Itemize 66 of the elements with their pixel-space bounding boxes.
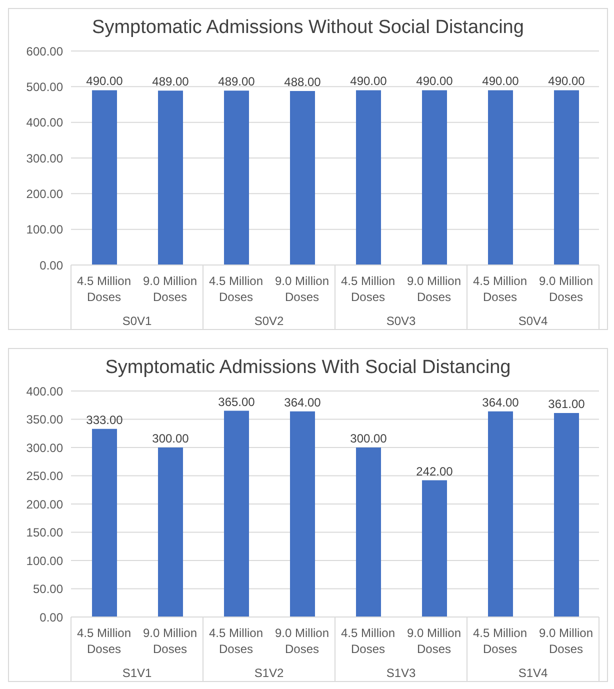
data-label: 489.00: [218, 74, 256, 89]
data-label: 361.00: [548, 397, 586, 412]
y-tick-label: 350.00: [26, 412, 64, 427]
data-label: 364.00: [284, 395, 322, 410]
bar: [554, 413, 579, 617]
y-tick-label: 300.00: [26, 440, 64, 455]
x-tick-label: 9.0 Million Doses: [406, 626, 462, 656]
data-label: 490.00: [548, 74, 586, 88]
data-label: 490.00: [482, 74, 520, 88]
bar: [290, 411, 315, 617]
data-label: 300.00: [350, 432, 388, 446]
y-tick-label: 50.00: [32, 582, 64, 596]
y-tick-label: 200.00: [26, 497, 64, 512]
x-tick-label: 4.5 Million Doses: [472, 626, 528, 656]
text: S0V4: [518, 314, 548, 328]
x-tick-label: 9.0 Million Doses: [406, 274, 462, 304]
text: S1V3: [386, 666, 416, 680]
y-tick-label: 500.00: [26, 80, 64, 94]
y-tick-label: 150.00: [26, 526, 64, 540]
y-tick-label: 0.00: [40, 610, 64, 624]
data-label: 365.00: [218, 394, 256, 409]
text: S1V2: [254, 666, 284, 680]
text: S0V1: [122, 314, 152, 328]
y-tick-label: 100.00: [26, 222, 64, 237]
y-tick-label: 250.00: [26, 469, 64, 484]
bar: [158, 448, 183, 617]
data-label: 490.00: [86, 74, 124, 88]
y-tick-label: 100.00: [26, 554, 64, 568]
x-tick-label: 9.0 Million Doses: [538, 626, 594, 656]
data-label: 489.00: [152, 74, 190, 89]
bar: [92, 428, 117, 617]
y-tick-label: 0.00: [40, 258, 64, 272]
y-tick-label: 600.00: [26, 44, 64, 58]
x-tick-label: 9.0 Million Doses: [142, 626, 198, 656]
x-tick-label: 4.5 Million Doses: [208, 274, 264, 304]
bar: [422, 480, 447, 617]
data-label: 333.00: [86, 412, 124, 427]
data-label: 490.00: [416, 74, 454, 88]
chart-title: Symptomatic Admissions Without Social Distancing: [91, 16, 525, 40]
x-tick-label: 4.5 Million Doses: [472, 274, 528, 304]
x-tick-label: 4.5 Million Doses: [76, 626, 132, 656]
bar: [488, 411, 513, 617]
text: S0V2: [254, 314, 284, 328]
y-tick-label: 400.00: [26, 384, 64, 398]
bar: [224, 410, 249, 617]
x-tick-label: 9.0 Million Doses: [274, 626, 330, 656]
y-tick-label: 200.00: [26, 186, 64, 201]
chart-title: Symptomatic Admissions With Social Distancing: [104, 356, 512, 380]
bar: [356, 448, 381, 617]
data-label: 242.00: [416, 464, 454, 478]
x-tick-label: 9.0 Million Doses: [538, 274, 594, 304]
data-label: 364.00: [482, 395, 520, 410]
data-label: 490.00: [350, 74, 388, 88]
y-tick-label: 400.00: [26, 116, 64, 130]
x-tick-label: 4.5 Million Doses: [76, 274, 132, 304]
text: S1V4: [518, 666, 548, 680]
x-tick-label: 9.0 Million Doses: [142, 274, 198, 304]
x-tick-label: 9.0 Million Doses: [274, 274, 330, 304]
text: S1V1: [122, 666, 152, 680]
text: S0V3: [386, 314, 416, 328]
x-tick-label: 4.5 Million Doses: [208, 626, 264, 656]
y-tick-label: 300.00: [26, 151, 64, 166]
data-label: 488.00: [284, 74, 322, 89]
x-tick-label: 4.5 Million Doses: [340, 626, 396, 656]
x-tick-label: 4.5 Million Doses: [340, 274, 396, 304]
data-label: 300.00: [152, 432, 190, 446]
